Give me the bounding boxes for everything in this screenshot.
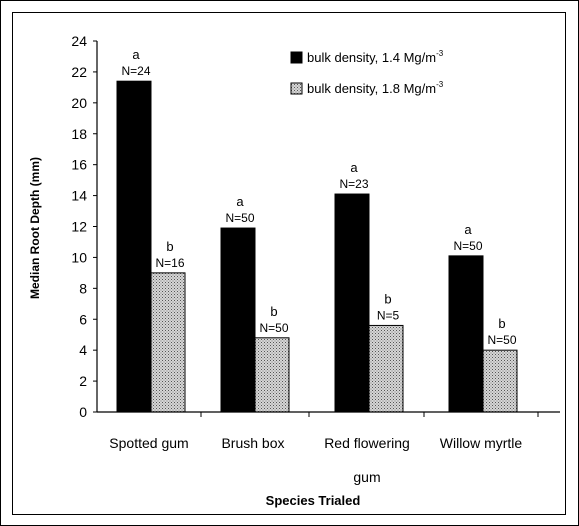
sample-count-label: N=50 (259, 321, 288, 335)
y-tick-label: 0 (79, 404, 87, 420)
y-tick-label: 16 (71, 157, 87, 173)
y-tick-label: 4 (79, 342, 87, 358)
legend-label: bulk density, 1.4 Mg/m-3 (307, 49, 444, 65)
significance-letter: a (132, 47, 140, 62)
significance-letter: a (350, 160, 358, 175)
significance-letter: b (384, 291, 391, 306)
bar (334, 193, 370, 413)
sample-count-label: N=50 (487, 333, 516, 347)
y-tick-label: 24 (71, 33, 87, 49)
sample-count-label: N=50 (225, 211, 254, 225)
bar (448, 255, 484, 413)
x-tick-label: gum (353, 469, 380, 485)
bar (220, 227, 256, 413)
y-tick-label: 20 (71, 95, 87, 111)
bar (482, 349, 518, 413)
bar (116, 80, 152, 413)
sample-count-label: N=23 (339, 177, 368, 191)
y-tick-label: 14 (71, 188, 87, 204)
significance-letter: a (464, 222, 472, 237)
significance-letter: b (498, 316, 505, 331)
legend: bulk density, 1.4 Mg/m-3 bulk density, 1.… (290, 49, 444, 96)
x-tick-label: Red flowering (324, 435, 410, 451)
x-axis-label: Species Trialed (266, 493, 361, 508)
legend-swatch (290, 82, 303, 95)
y-axis-label: Median Root Depth (mm) (28, 157, 42, 299)
y-tick-label: 22 (71, 64, 87, 80)
significance-letter: b (270, 304, 277, 319)
y-tick-label: 12 (71, 219, 87, 235)
bar (368, 324, 404, 413)
chart-frame (12, 12, 566, 515)
sample-count-label: N=16 (155, 256, 184, 270)
y-tick-label: 8 (79, 280, 87, 296)
x-tick-label: Willow myrtle (440, 435, 523, 451)
significance-letter: b (166, 239, 173, 254)
legend-swatch (290, 51, 303, 64)
sample-count-label: N=5 (377, 308, 400, 322)
x-tick-label: Brush box (221, 435, 284, 451)
bar (254, 337, 290, 413)
sample-count-label: N=24 (121, 64, 150, 78)
y-tick-label: 18 (71, 126, 87, 142)
y-tick-label: 10 (71, 249, 87, 265)
y-tick-label: 6 (79, 311, 87, 327)
significance-letter: a (236, 194, 244, 209)
sample-count-label: N=50 (453, 239, 482, 253)
x-tick-label: Spotted gum (109, 435, 188, 451)
y-tick-label: 2 (79, 373, 87, 389)
bar (150, 272, 186, 413)
legend-label: bulk density, 1.8 Mg/m-3 (307, 80, 444, 96)
